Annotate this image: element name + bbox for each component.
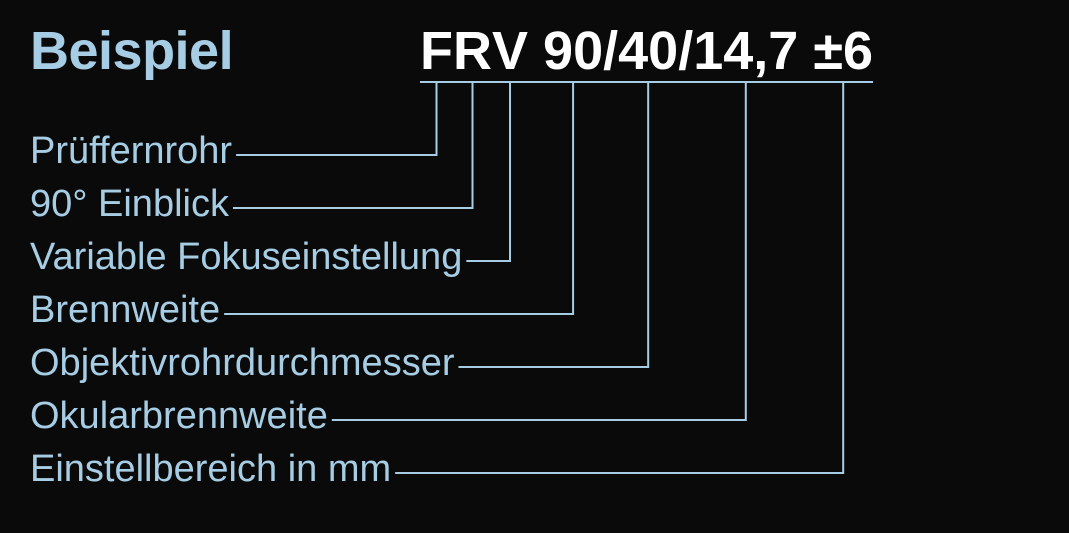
- code-segment-F: F: [420, 20, 453, 82]
- label-l1: Prüffernrohr: [30, 130, 232, 173]
- diagram-title: Beispiel: [30, 20, 233, 82]
- code-segment-V: V: [492, 20, 528, 82]
- label-l6: Okularbrennweite: [30, 395, 328, 438]
- label-l2: 90° Einblick: [30, 183, 229, 226]
- code-segment-n147: 14,7: [693, 20, 798, 82]
- code-segment-R: R: [453, 20, 492, 82]
- code-segment-sp1: [528, 20, 543, 82]
- code-segment-n90: 90: [543, 20, 603, 82]
- label-l4: Brennweite: [30, 289, 220, 332]
- label-l7: Einstellbereich in mm: [30, 448, 391, 491]
- code-segment-sl2: /: [678, 20, 693, 82]
- code-segment-n40: 40: [618, 20, 678, 82]
- label-l5: Objektivrohrdurchmesser: [30, 342, 454, 385]
- code-segment-pm6: ±6: [813, 20, 873, 82]
- code-segment-sl1: /: [603, 20, 618, 82]
- code-segment-sp2: [798, 20, 813, 82]
- label-l3: Variable Fokuseinstellung: [30, 236, 462, 279]
- product-code: FRV 90/40/14,7 ±6: [420, 20, 873, 82]
